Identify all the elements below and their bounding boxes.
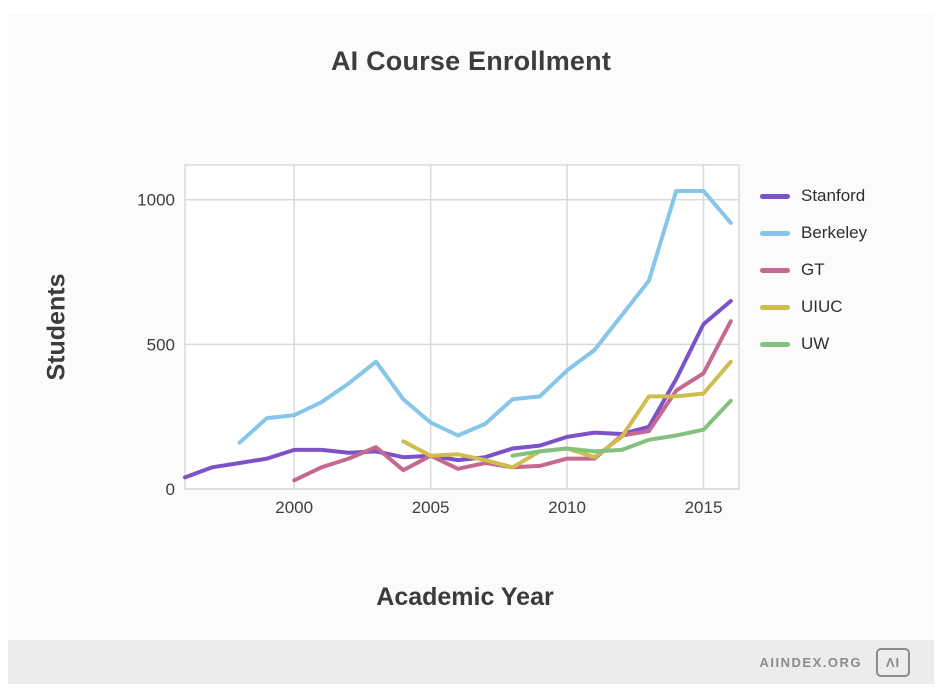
y-tick-label: 0 <box>166 480 175 499</box>
series-line-uw <box>510 398 733 458</box>
legend-swatch-uiuc <box>760 304 790 310</box>
x-tick-label: 2005 <box>412 498 450 517</box>
x-tick-label: 2015 <box>685 498 723 517</box>
y-axis-label: Students <box>42 273 71 381</box>
legend-item-gt: GT <box>760 259 867 281</box>
series-line-berkeley <box>237 189 733 445</box>
legend-label: UW <box>801 334 830 353</box>
legend-item-berkeley: Berkeley <box>760 222 867 244</box>
y-tick-label: 1000 <box>137 191 175 210</box>
legend-swatch-gt <box>760 267 790 273</box>
series-line-stanford <box>183 299 733 480</box>
legend-label: Stanford <box>801 186 866 205</box>
x-axis-label: Academic Year <box>376 583 554 611</box>
legend-swatch-stanford <box>760 193 790 199</box>
legend-swatch-berkeley <box>760 230 790 236</box>
x-tick-label: 2010 <box>548 498 586 517</box>
y-tick-label: 500 <box>147 335 175 354</box>
chart-title: AI Course Enrollment <box>330 46 612 76</box>
legend-label: GT <box>801 260 825 279</box>
legend-label: Berkeley <box>801 223 868 242</box>
legend-item-uiuc: UIUC <box>760 296 867 318</box>
legend-swatch-uw <box>760 341 790 347</box>
legend-item-uw: UW <box>760 333 867 355</box>
x-tick-label: 2000 <box>275 498 313 517</box>
chart-legend: Stanford Berkeley GT UIUC UW <box>760 185 867 355</box>
footer-bar: AIINDEX.ORG ΛI <box>8 640 934 684</box>
footer-brand-text: AIINDEX.ORG <box>759 654 862 670</box>
legend-label: UIUC <box>801 297 843 316</box>
enrollment-line-chart: 2000 2005 2010 2015 0 500 1000 <box>137 164 740 517</box>
plot-border <box>184 164 740 490</box>
legend-item-stanford: Stanford <box>760 185 867 207</box>
aiindex-logo-icon: ΛI <box>876 647 910 677</box>
